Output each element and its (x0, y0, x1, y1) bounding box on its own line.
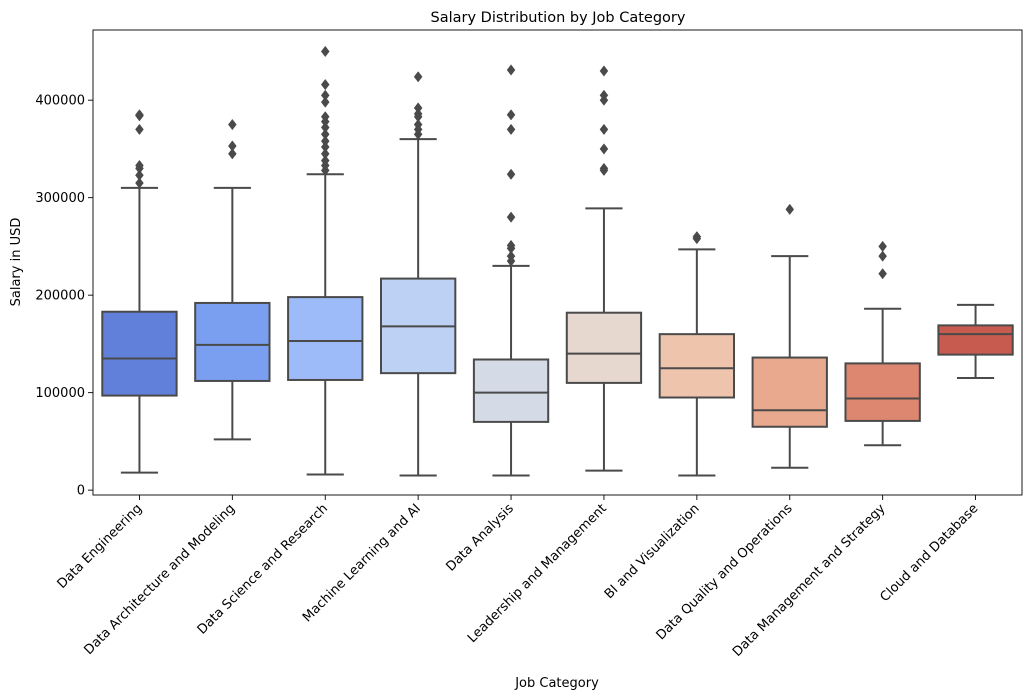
iqr-box (751, 356, 828, 428)
outlier-point (135, 123, 144, 136)
box-group (101, 109, 178, 474)
outlier-point (320, 78, 330, 91)
outlier-point (878, 240, 887, 253)
iqr-box (287, 296, 364, 381)
outlier-point (320, 121, 330, 134)
outlier-point (878, 250, 887, 262)
iqr-box (565, 311, 643, 384)
x-tick-label: Data Management and Strategy (730, 501, 889, 660)
outlier-point (228, 118, 237, 131)
outlier-point (506, 168, 516, 180)
outlier-point (320, 111, 330, 123)
iqr-box (101, 310, 178, 397)
outlier-point (413, 108, 423, 120)
box-group (194, 118, 271, 441)
iqr-box (937, 324, 1014, 356)
outlier-point (599, 123, 609, 136)
y-tick-label: 100000 (35, 386, 85, 401)
outlier-point (599, 143, 609, 155)
outlier-point (320, 135, 330, 147)
x-tick-label: Data Analysis (444, 501, 518, 575)
outlier-point (785, 203, 795, 215)
y-tick-label: 400000 (35, 94, 85, 109)
outlier-point (506, 211, 516, 223)
chart-title: Salary Distribution by Job Category (431, 10, 686, 26)
outlier-point (599, 65, 609, 77)
plot-area (101, 45, 1014, 477)
box-group (565, 65, 643, 472)
outlier-point (320, 96, 330, 108)
outlier-point (692, 231, 702, 243)
x-tick-label: Cloud and Database (878, 501, 982, 605)
outlier-point (599, 89, 609, 101)
box-group (844, 240, 921, 447)
outlier-point (506, 239, 516, 252)
y-tick-label: 300000 (35, 191, 85, 206)
outlier-point (320, 148, 330, 160)
box-group (937, 303, 1014, 380)
outlier-point (228, 148, 237, 160)
outlier-point (320, 128, 330, 140)
outlier-point (135, 177, 144, 189)
y-axis: 0 100000 200000 300000 400000 (35, 94, 93, 499)
box-group (287, 45, 364, 476)
y-tick-label: 200000 (35, 289, 85, 304)
box-group (751, 203, 828, 469)
outlier-point (135, 109, 144, 121)
iqr-box (844, 362, 921, 422)
iqr-box (472, 358, 550, 423)
outlier-point (135, 159, 144, 172)
outlier-point (413, 71, 423, 83)
iqr-box (194, 301, 271, 382)
outlier-point (413, 102, 423, 114)
outlier-point (228, 140, 237, 152)
y-axis-label: Salary in USD (9, 218, 24, 307)
outlier-point (506, 109, 516, 121)
box-group (379, 71, 457, 477)
outlier-point (506, 123, 516, 136)
outlier-point (320, 89, 330, 101)
x-tick-label: Data Architecture and Modeling (81, 501, 238, 658)
box-group (472, 64, 550, 477)
outlier-point (878, 268, 887, 280)
outlier-point (320, 155, 330, 167)
outlier-point (320, 45, 330, 58)
outlier-point (599, 162, 609, 175)
outlier-point (320, 141, 330, 153)
outlier-point (135, 169, 144, 181)
x-axis-label: Job Category (514, 676, 599, 691)
outlier-point (413, 118, 423, 131)
x-tick-label: Data Engineering (55, 501, 146, 592)
x-tick-label: BI and Visualization (602, 501, 703, 602)
iqr-box (658, 333, 736, 399)
y-tick-label: 0 (77, 484, 85, 499)
outlier-point (506, 64, 516, 76)
box-group (658, 231, 736, 477)
outlier-point (506, 250, 516, 262)
plot-frame (92, 29, 1023, 496)
